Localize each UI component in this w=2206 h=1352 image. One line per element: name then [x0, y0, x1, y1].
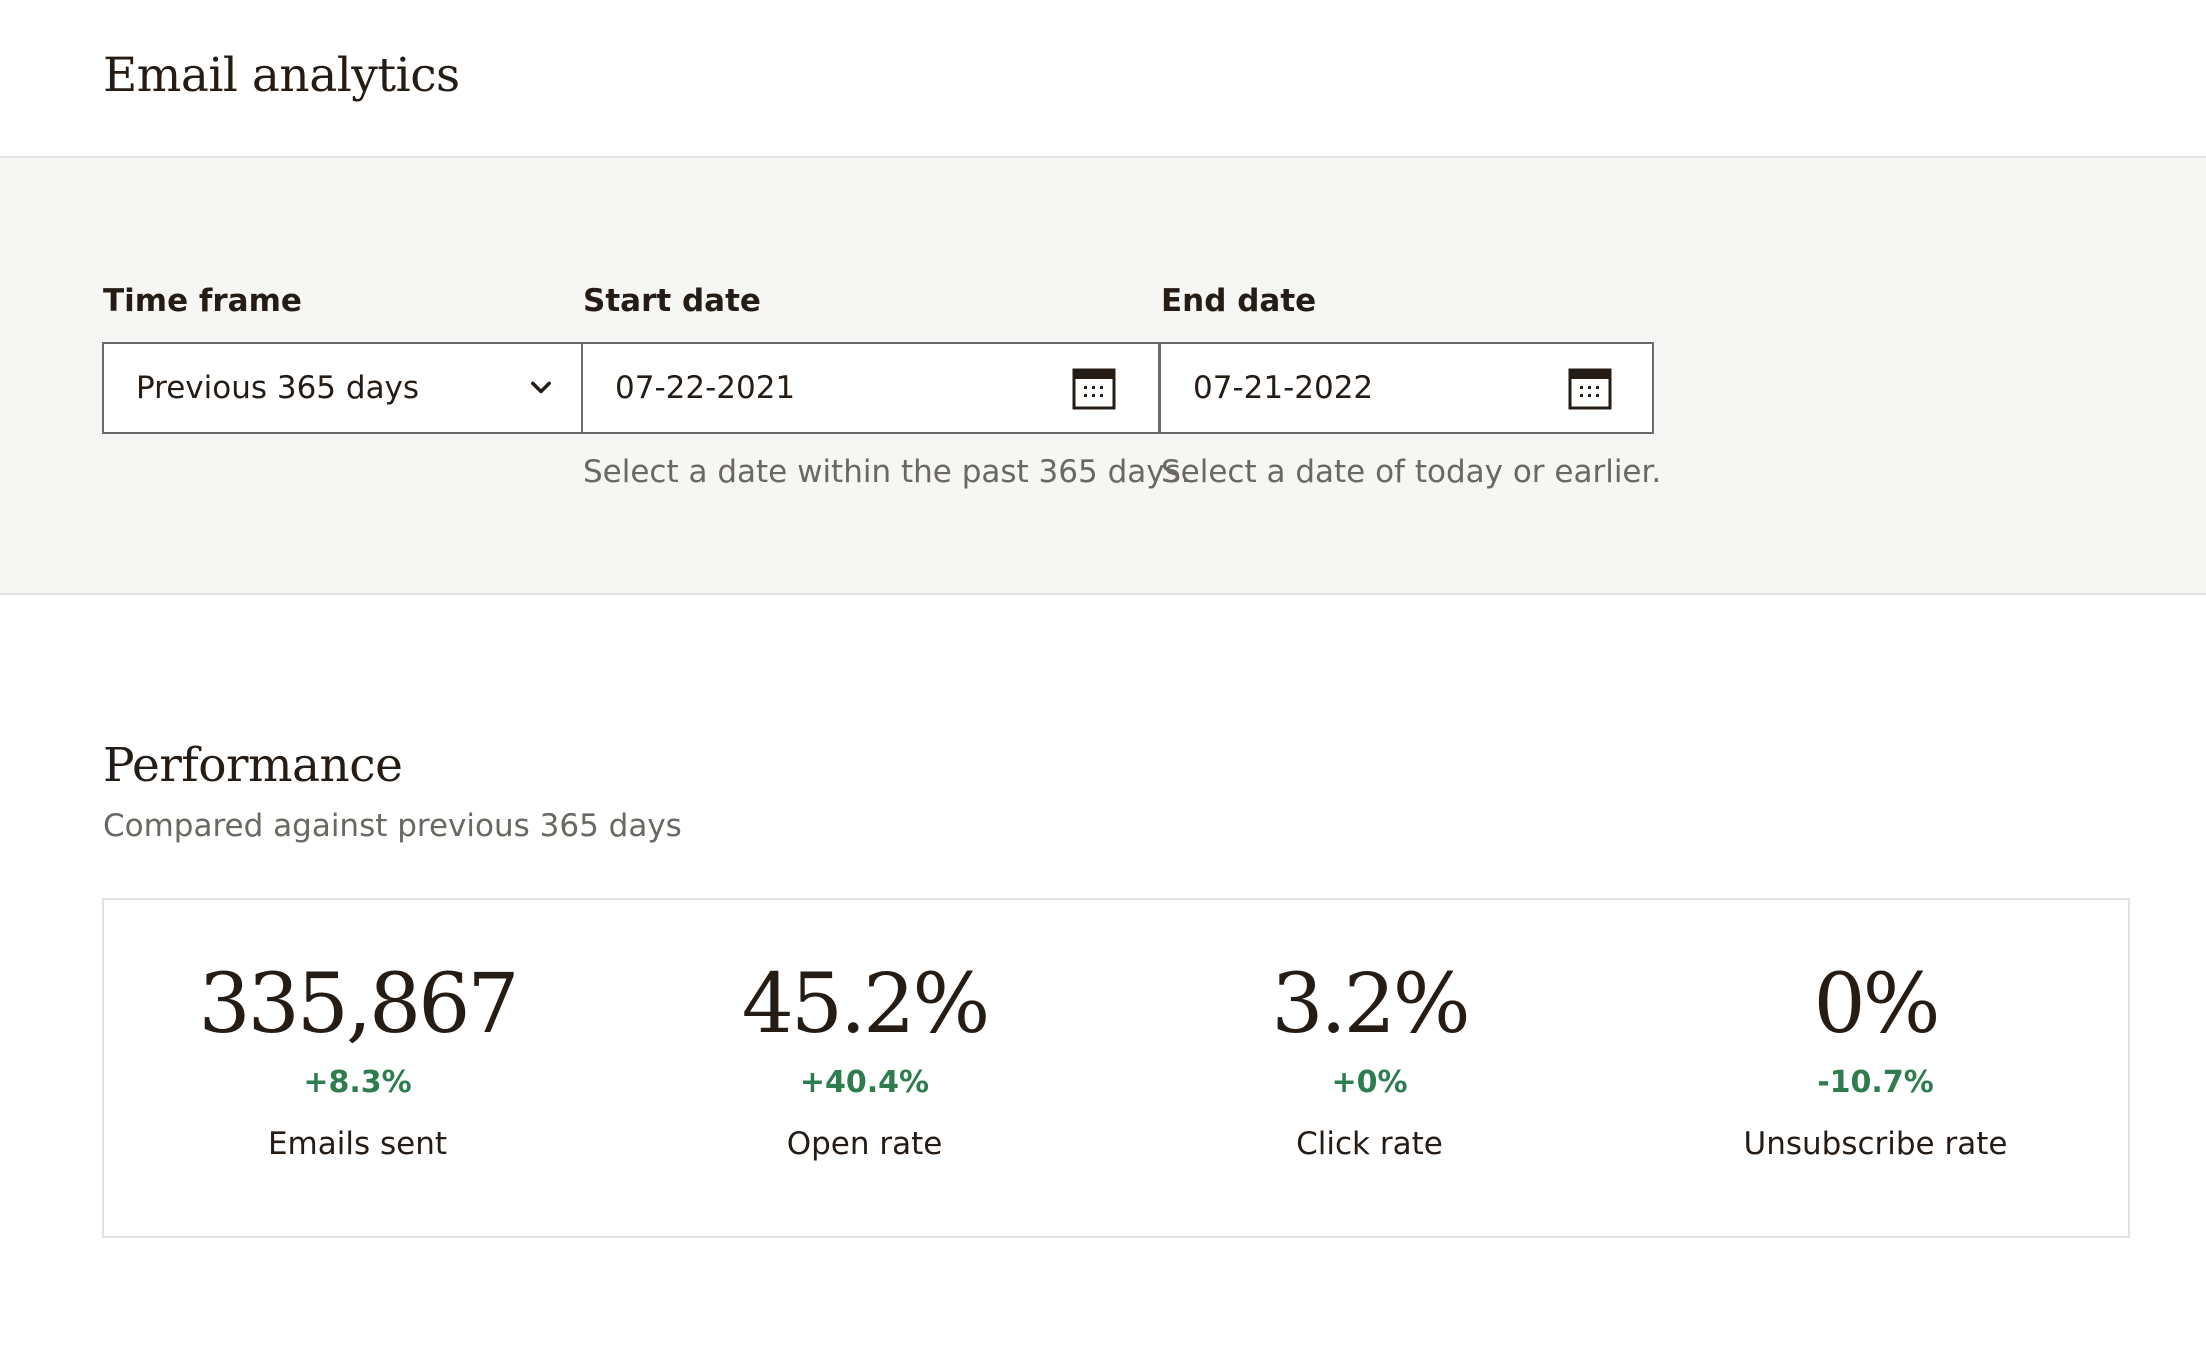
- chevron-down-icon: [531, 381, 551, 394]
- stat-value: 335,867: [198, 957, 519, 1052]
- filter-panel: Time frame Previous 365 days Start date …: [0, 158, 2206, 595]
- end-date-label: End date: [1161, 283, 1317, 319]
- calendar-icon[interactable]: [1072, 366, 1116, 410]
- performance-stats-card: 335,867 +8.3% Emails sent 45.2% +40.4% O…: [102, 898, 2130, 1238]
- stat-label: Emails sent: [267, 1126, 448, 1162]
- start-date-value: 07-22-2021: [615, 370, 796, 406]
- stat-label: Click rate: [1296, 1126, 1443, 1162]
- stat-emails-sent: 335,867 +8.3% Emails sent: [104, 900, 611, 1240]
- end-date-helper: Select a date of today or earlier.: [1161, 454, 1662, 490]
- stat-change: +8.3%: [303, 1065, 412, 1100]
- stat-open-rate: 45.2% +40.4% Open rate: [611, 900, 1118, 1240]
- stat-change: -10.7%: [1817, 1065, 1934, 1100]
- page-header: Email analytics: [0, 0, 2206, 158]
- performance-title: Performance: [103, 738, 403, 793]
- stat-value: 0%: [1813, 957, 1940, 1052]
- end-date-value: 07-21-2022: [1193, 370, 1374, 406]
- stat-click-rate: 3.2% +0% Click rate: [1116, 900, 1623, 1240]
- stat-value: 45.2%: [741, 957, 991, 1052]
- stat-change: +40.4%: [799, 1065, 930, 1100]
- page-title: Email analytics: [103, 48, 460, 103]
- start-date-helper: Select a date within the past 365 days.: [583, 454, 1191, 490]
- stat-label: Unsubscribe rate: [1743, 1126, 2008, 1162]
- stat-value: 3.2%: [1271, 957, 1470, 1052]
- stat-change: +0%: [1331, 1065, 1408, 1100]
- stat-label: Open rate: [786, 1126, 943, 1162]
- stat-unsubscribe-rate: 0% -10.7% Unsubscribe rate: [1622, 900, 2129, 1240]
- time-frame-value: Previous 365 days: [136, 370, 420, 406]
- end-date-input[interactable]: 07-21-2022: [1159, 342, 1654, 434]
- time-frame-select[interactable]: Previous 365 days: [102, 342, 583, 434]
- start-date-label: Start date: [583, 283, 761, 319]
- start-date-input[interactable]: 07-22-2021: [581, 342, 1160, 434]
- performance-subtitle: Compared against previous 365 days: [103, 808, 682, 844]
- calendar-icon[interactable]: [1568, 366, 1612, 410]
- time-frame-label: Time frame: [103, 283, 302, 319]
